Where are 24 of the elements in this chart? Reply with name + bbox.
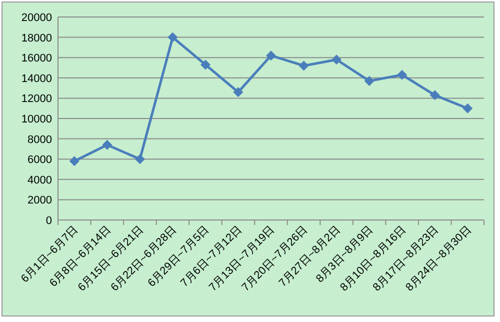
y-tick-label: 0 bbox=[46, 215, 52, 227]
y-tick-label: 14000 bbox=[21, 72, 52, 85]
y-tick-label: 12000 bbox=[21, 93, 52, 106]
y-tick-label: 20000 bbox=[21, 12, 52, 24]
y-tick-label: 18000 bbox=[21, 32, 52, 44]
point bbox=[200, 60, 210, 70]
point bbox=[233, 87, 244, 98]
point bbox=[430, 90, 440, 100]
point bbox=[364, 76, 374, 86]
point bbox=[102, 140, 112, 150]
y-tick-label: 4000 bbox=[28, 174, 52, 186]
point bbox=[134, 154, 145, 164]
point bbox=[462, 103, 473, 114]
y-tick-label: 8000 bbox=[28, 134, 52, 146]
y-tick-label: 2000 bbox=[28, 194, 52, 207]
point bbox=[298, 60, 309, 71]
y-tick-label: 16000 bbox=[21, 52, 52, 65]
point bbox=[168, 32, 178, 42]
point bbox=[69, 156, 80, 166]
point bbox=[266, 50, 276, 61]
point bbox=[397, 70, 408, 80]
point bbox=[332, 54, 342, 65]
y-tick-label: 6000 bbox=[28, 154, 52, 166]
y-tick-label: 10000 bbox=[21, 114, 52, 126]
